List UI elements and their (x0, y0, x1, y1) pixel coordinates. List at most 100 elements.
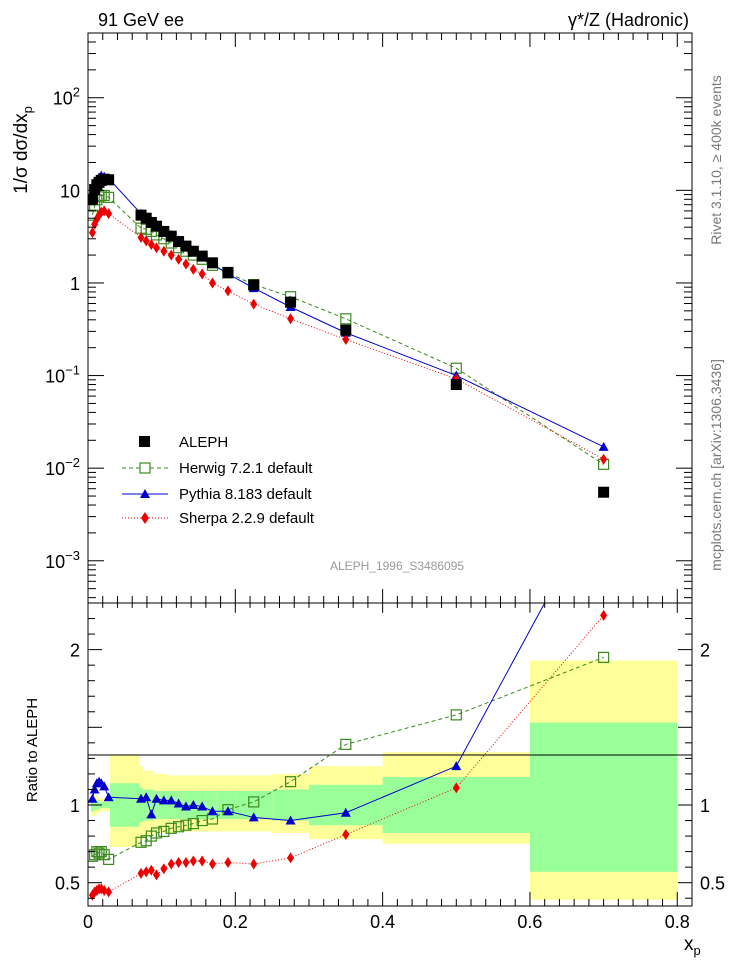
band-inner-21 (272, 789, 309, 821)
band-inner-11 (153, 791, 159, 819)
ratio-point-pythia-21 (340, 807, 351, 817)
ratio-point-sherpa-17 (208, 858, 216, 870)
ratio-point-pythia-5 (99, 781, 110, 791)
xtick-label-3: 0.6 (517, 912, 542, 932)
main-ytick-exponent-0: −3 (65, 548, 80, 563)
ratio-point-sherpa-14 (182, 856, 190, 868)
ratio-point-sherpa-13 (175, 856, 183, 868)
main-ytick-label-5: 102 (53, 85, 80, 109)
main-point-sherpa-9 (147, 239, 155, 251)
ratio-point-pythia-18 (222, 806, 233, 816)
ratio-point-herwig-22 (450, 709, 462, 721)
band-inner-12 (158, 791, 168, 819)
ratio-point-herwig-23 (598, 651, 610, 663)
main-point-sherpa-15 (189, 263, 197, 275)
band-inner-13 (167, 791, 175, 819)
main-point-pythia-23 (598, 441, 609, 451)
ratio-point-pythia-9 (146, 809, 157, 819)
legend-entry-herwig: Herwig 7.2.1 default (122, 460, 313, 477)
ratio-point-sherpa-11 (160, 863, 168, 875)
main-point-sherpa-11 (160, 245, 168, 257)
plot-title-left: 91 GeV ee (98, 10, 184, 30)
main-point-aleph-16 (196, 250, 208, 262)
main-point-sherpa-16 (198, 268, 206, 280)
band-inner-8 (139, 787, 144, 823)
legend-entry-aleph: ALEPH (139, 434, 228, 451)
main-point-sherpa-7 (137, 231, 145, 243)
main-point-aleph-13 (173, 236, 185, 248)
main-point-herwig-21 (340, 313, 352, 325)
main-point-aleph-18 (222, 266, 234, 278)
main-series-group (88, 170, 610, 498)
ratio-point-sherpa-18 (224, 856, 232, 868)
main-point-sherpa-6 (105, 208, 113, 220)
analysis-label: ALEPH_1996_S3486095 (330, 559, 464, 573)
ratio-ytick-label-right-2: 2 (700, 641, 710, 661)
plot-title-right: γ*/Z (Hadronic) (568, 10, 689, 30)
main-point-sherpa-14 (182, 258, 190, 270)
main-point-aleph-23 (598, 486, 610, 498)
xtick-label-4: 0.8 (665, 912, 690, 932)
main-point-aleph-6 (103, 174, 115, 186)
ratio-uncertainty-bands (90, 660, 678, 900)
ratio-series-group (88, 603, 610, 901)
ratio-ytick-label-left-2: 2 (70, 641, 80, 661)
ratio-point-pythia-13 (173, 798, 184, 808)
ratio-point-pythia-20 (285, 815, 296, 825)
main-point-sherpa-0 (88, 227, 96, 239)
legend-marker-herwig (139, 462, 151, 474)
main-point-sherpa-12 (167, 249, 175, 261)
ratio-point-sherpa-23 (600, 609, 608, 621)
main-ytick-label-2: 10−1 (45, 363, 80, 387)
main-point-aleph-11 (158, 225, 170, 237)
ratio-point-pythia-16 (197, 801, 208, 811)
ratio-point-herwig-11 (158, 825, 170, 838)
ratio-point-herwig-14 (180, 819, 192, 831)
main-point-sherpa-18 (224, 285, 232, 297)
ratio-point-pythia-10 (151, 793, 162, 803)
ratio-point-sherpa-6 (105, 886, 113, 898)
ratio-ytick-label-left-1: 1 (70, 796, 80, 816)
ratio-point-sherpa-19 (250, 858, 258, 870)
ratio-ytick-label-right-0: 0.5 (700, 874, 725, 894)
ratio-point-herwig-12 (165, 822, 177, 834)
main-point-sherpa-23 (600, 453, 608, 465)
legend: ALEPH Herwig 7.2.1 default Pythia 8.183 … (122, 434, 315, 527)
band-inner-5 (102, 801, 106, 809)
band-inner-6 (105, 801, 111, 809)
band-inner-9 (143, 789, 149, 821)
ratio-point-sherpa-20 (287, 852, 295, 864)
ratio-point-herwig-10 (150, 827, 163, 839)
main-point-sherpa-20 (287, 313, 295, 325)
ratio-point-sherpa-15 (189, 855, 197, 867)
main-point-aleph-20 (285, 296, 297, 308)
ratio-point-herwig-20 (284, 776, 297, 788)
ratio-point-herwig-19 (248, 796, 260, 808)
rivet-version-label: Rivet 3.1.10, ≥ 400k events (708, 75, 724, 245)
ratio-point-pythia-8 (141, 792, 152, 802)
band-inner-10 (148, 789, 154, 821)
ratio-xlabel: xp (684, 934, 701, 958)
main-ylabel-text: 1/σ dσ/dxp (11, 106, 35, 194)
axis-tick-labels: 0 0.2 0.4 0.6 0.8 10−3 10−2 10−1 1 10 102 0.5 0.5 1 1 2… (45, 85, 725, 932)
ratio-point-pythia-17 (207, 806, 218, 816)
main-point-aleph-15 (187, 245, 199, 257)
main-line-pythia (91, 175, 604, 448)
ratio-point-sherpa-7 (137, 867, 145, 879)
legend-entry-pythia: Pythia 8.183 default (122, 486, 312, 503)
xtick-label-2: 0.4 (370, 912, 395, 932)
mcplots-label: mcplots.cern.ch [arXiv:1306.3436] (708, 359, 724, 571)
ratio-frame (87, 602, 693, 907)
legend-marker-aleph (139, 436, 150, 447)
band-inner-7 (110, 783, 140, 827)
main-point-sherpa-17 (208, 277, 216, 289)
main-ytick-label-1: 10−2 (45, 455, 80, 479)
legend-label-pythia: Pythia 8.183 default (179, 486, 312, 503)
xtick-label-0: 0 (83, 912, 93, 932)
ratio-point-pythia-22 (451, 761, 462, 771)
band-inner-18 (205, 791, 217, 819)
main-point-sherpa-13 (175, 253, 183, 265)
main-ytick-exponent-5: 2 (73, 85, 80, 100)
ratio-point-sherpa-22 (452, 782, 460, 794)
